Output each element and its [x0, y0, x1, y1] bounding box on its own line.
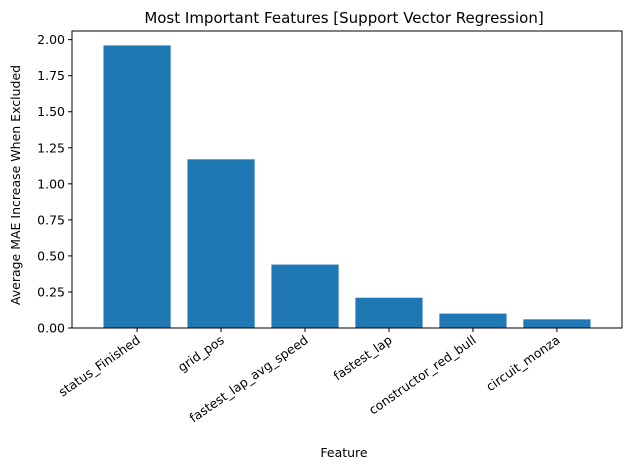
- x-tick-label: circuit_monza: [483, 332, 563, 394]
- plot-frame: [71, 30, 623, 329]
- x-tick-label: status_Finished: [56, 332, 143, 399]
- y-tick-label: 0.75: [37, 212, 65, 227]
- y-tick-label: 0.25: [37, 284, 65, 299]
- y-axis-title: Average MAE Increase When Excluded: [8, 65, 23, 305]
- bar-constructor_red_bull: [439, 313, 507, 328]
- x-axis-title: Feature: [320, 445, 368, 460]
- bar-status_Finished: [103, 45, 171, 328]
- bar-fastest_lap: [355, 297, 423, 328]
- chart-title: Most Important Features [Support Vector …: [144, 9, 543, 27]
- x-tick-label: fastest_lap: [330, 332, 394, 383]
- y-tick-label: 1.00: [37, 176, 65, 191]
- x-axis: status_Finished grid_posfastest_lap_avg_s…: [56, 328, 563, 425]
- y-axis: 0.00 0.25 0.50 0.75 1.00 1.25 1.50 1.75 2.00: [37, 32, 72, 336]
- y-tick-label: 1.50: [37, 104, 65, 119]
- y-tick-label: 1.25: [37, 140, 65, 155]
- y-tick-label: 1.75: [37, 68, 65, 83]
- y-tick-label: 2.00: [37, 32, 65, 47]
- y-tick-label: 0.50: [37, 248, 65, 263]
- bar-circuit_monza: [523, 319, 591, 328]
- bar-grid_pos: [187, 159, 255, 328]
- bar-fastest_lap_avg_speed: [271, 264, 339, 328]
- y-tick-label: 0.00: [37, 321, 65, 336]
- bars-group: [103, 45, 591, 328]
- x-tick-label: grid_pos: [175, 332, 227, 375]
